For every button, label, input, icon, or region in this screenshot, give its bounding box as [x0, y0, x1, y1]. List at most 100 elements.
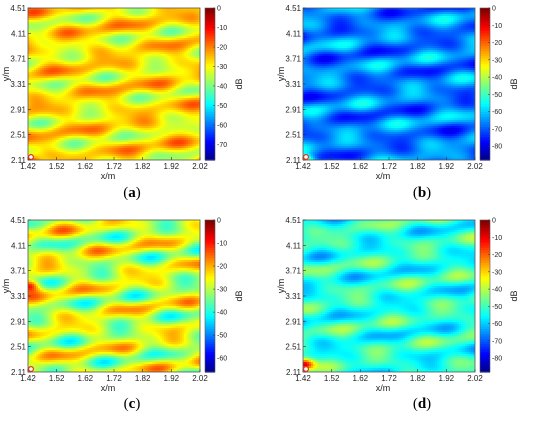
x-tick-label: 1.72 — [106, 374, 122, 383]
colorbar-tick-label: -70 — [217, 142, 227, 149]
colorbar-tick-label: -40 — [492, 287, 502, 294]
panel-letter: c — [129, 396, 136, 412]
x-tick-label: 1.82 — [135, 162, 151, 171]
colorbar-tick-label: -70 — [492, 338, 502, 345]
panel-label: (c) — [112, 396, 152, 413]
x-tick-label: 2.02 — [467, 374, 483, 383]
x-tick-label: 1.62 — [353, 374, 369, 383]
x-tick-label: 2.02 — [192, 374, 208, 383]
source-marker — [303, 366, 310, 373]
x-tick-label: 2.02 — [467, 162, 483, 171]
y-tick-label: 4.11 — [286, 29, 302, 38]
heatmap-panel-a: 1.42 1.52 1.62 1.72 1.82 1.92 2.02 2.11 2.51 2.91… — [1, 4, 244, 181]
x-tick-label: 1.72 — [381, 374, 397, 383]
colorbar-tick-label: -60 — [492, 321, 502, 328]
x-tick-label: 1.92 — [164, 374, 180, 383]
colorbar-title: dB — [234, 78, 244, 89]
x-axis-title: x/m — [101, 383, 116, 393]
source-marker — [28, 154, 35, 161]
y-tick-label: 2.11 — [286, 156, 302, 165]
x-tick-label: 1.42 — [295, 162, 311, 171]
colorbar-tick-label: -40 — [217, 83, 227, 90]
field-image — [28, 220, 200, 372]
colorbar — [479, 7, 491, 161]
x-tick-label: 1.42 — [295, 374, 311, 383]
x-axis-title: x/m — [376, 171, 391, 181]
x-tick-label: 2.02 — [192, 162, 208, 171]
colorbar-tick-label: -60 — [217, 356, 227, 363]
colorbar-tick-label: 0 — [217, 6, 221, 13]
y-tick-label: 2.11 — [286, 368, 302, 377]
colorbar-tick-label: -60 — [492, 109, 502, 116]
colorbar-tick-label: -40 — [217, 310, 227, 317]
field-image — [303, 220, 475, 372]
colorbar-tick-label: 0 — [492, 218, 496, 225]
y-axis-title: y/m — [1, 279, 11, 294]
x-tick-label: 1.52 — [49, 374, 65, 383]
y-tick-label: 3.71 — [10, 55, 26, 64]
y-tick-label: 2.51 — [10, 343, 26, 352]
panel-letter: a — [128, 185, 136, 201]
colorbar-tick-label: -10 — [492, 23, 502, 30]
y-tick-label: 3.31 — [285, 292, 301, 301]
source-marker — [28, 366, 35, 373]
colorbar-tick-label: -80 — [492, 144, 502, 151]
x-tick-label: 1.62 — [78, 374, 94, 383]
x-tick-label: 1.82 — [410, 162, 426, 171]
y-tick-label: 2.51 — [285, 343, 301, 352]
y-tick-label: 2.11 — [11, 156, 27, 165]
x-tick-label: 1.92 — [439, 374, 455, 383]
panel-label: (b) — [402, 185, 442, 202]
colorbar-title: dB — [509, 78, 519, 89]
colorbar — [479, 219, 491, 373]
colorbar-tick-label: -10 — [217, 25, 227, 32]
y-tick-label: 3.31 — [10, 292, 26, 301]
y-tick-label: 3.71 — [285, 267, 301, 276]
heatmap-panel-c: 1.42 1.52 1.62 1.72 1.82 1.92 2.02 2.11 2.51 2.91… — [1, 216, 244, 393]
colorbar-tick-label: -30 — [492, 57, 502, 64]
x-tick-label: 1.52 — [324, 162, 340, 171]
colorbar-tick-label: -20 — [492, 252, 502, 259]
colorbar-tick-label: -20 — [492, 40, 502, 47]
heatmap-panel-d: 1.42 1.52 1.62 1.72 1.82 1.92 2.02 2.11 2.51 2.91… — [276, 216, 519, 393]
colorbar — [204, 7, 216, 161]
field-image — [303, 8, 475, 160]
colorbar-tick-label: -50 — [217, 103, 227, 110]
y-axis-title: y/m — [276, 279, 286, 294]
x-tick-label: 1.52 — [324, 374, 340, 383]
x-tick-label: 1.62 — [353, 162, 369, 171]
y-tick-label: 3.31 — [285, 80, 301, 89]
x-axis-title: x/m — [101, 171, 116, 181]
colorbar-tick-label: -80 — [492, 356, 502, 363]
panel-letter: d — [418, 396, 426, 412]
colorbar-tick-label: -20 — [217, 44, 227, 51]
y-tick-label: 4.11 — [286, 241, 302, 250]
colorbar-tick-label: -60 — [217, 122, 227, 129]
source-marker — [303, 154, 310, 161]
colorbar-tick-label: -30 — [217, 287, 227, 294]
colorbar-tick-label: -20 — [217, 264, 227, 271]
y-tick-label: 3.71 — [10, 267, 26, 276]
y-tick-label: 4.51 — [285, 4, 301, 13]
x-tick-label: 1.92 — [164, 162, 180, 171]
colorbar-tick-label: -30 — [492, 269, 502, 276]
y-axis-title: y/m — [276, 67, 286, 82]
panel-label: (a) — [112, 185, 152, 202]
colorbar-tick-label: -10 — [492, 235, 502, 242]
x-axis-title: x/m — [376, 383, 391, 393]
colorbar-tick-label: 0 — [217, 218, 221, 225]
y-tick-label: 2.51 — [10, 131, 26, 140]
y-tick-label: 2.91 — [285, 105, 301, 114]
y-tick-label: 3.71 — [285, 55, 301, 64]
y-tick-label: 2.91 — [10, 317, 26, 326]
colorbar-tick-label: -50 — [492, 304, 502, 311]
colorbar-title: dB — [509, 290, 519, 301]
y-tick-label: 4.51 — [10, 216, 26, 225]
panel-label: (d) — [402, 396, 442, 413]
colorbar-tick-label: -50 — [217, 333, 227, 340]
y-axis-title: y/m — [1, 67, 11, 82]
heatmap-panel-b: 1.42 1.52 1.62 1.72 1.82 1.92 2.02 2.11 2.51 2.91… — [276, 4, 519, 181]
y-tick-label: 2.51 — [285, 131, 301, 140]
x-tick-label: 1.82 — [410, 374, 426, 383]
